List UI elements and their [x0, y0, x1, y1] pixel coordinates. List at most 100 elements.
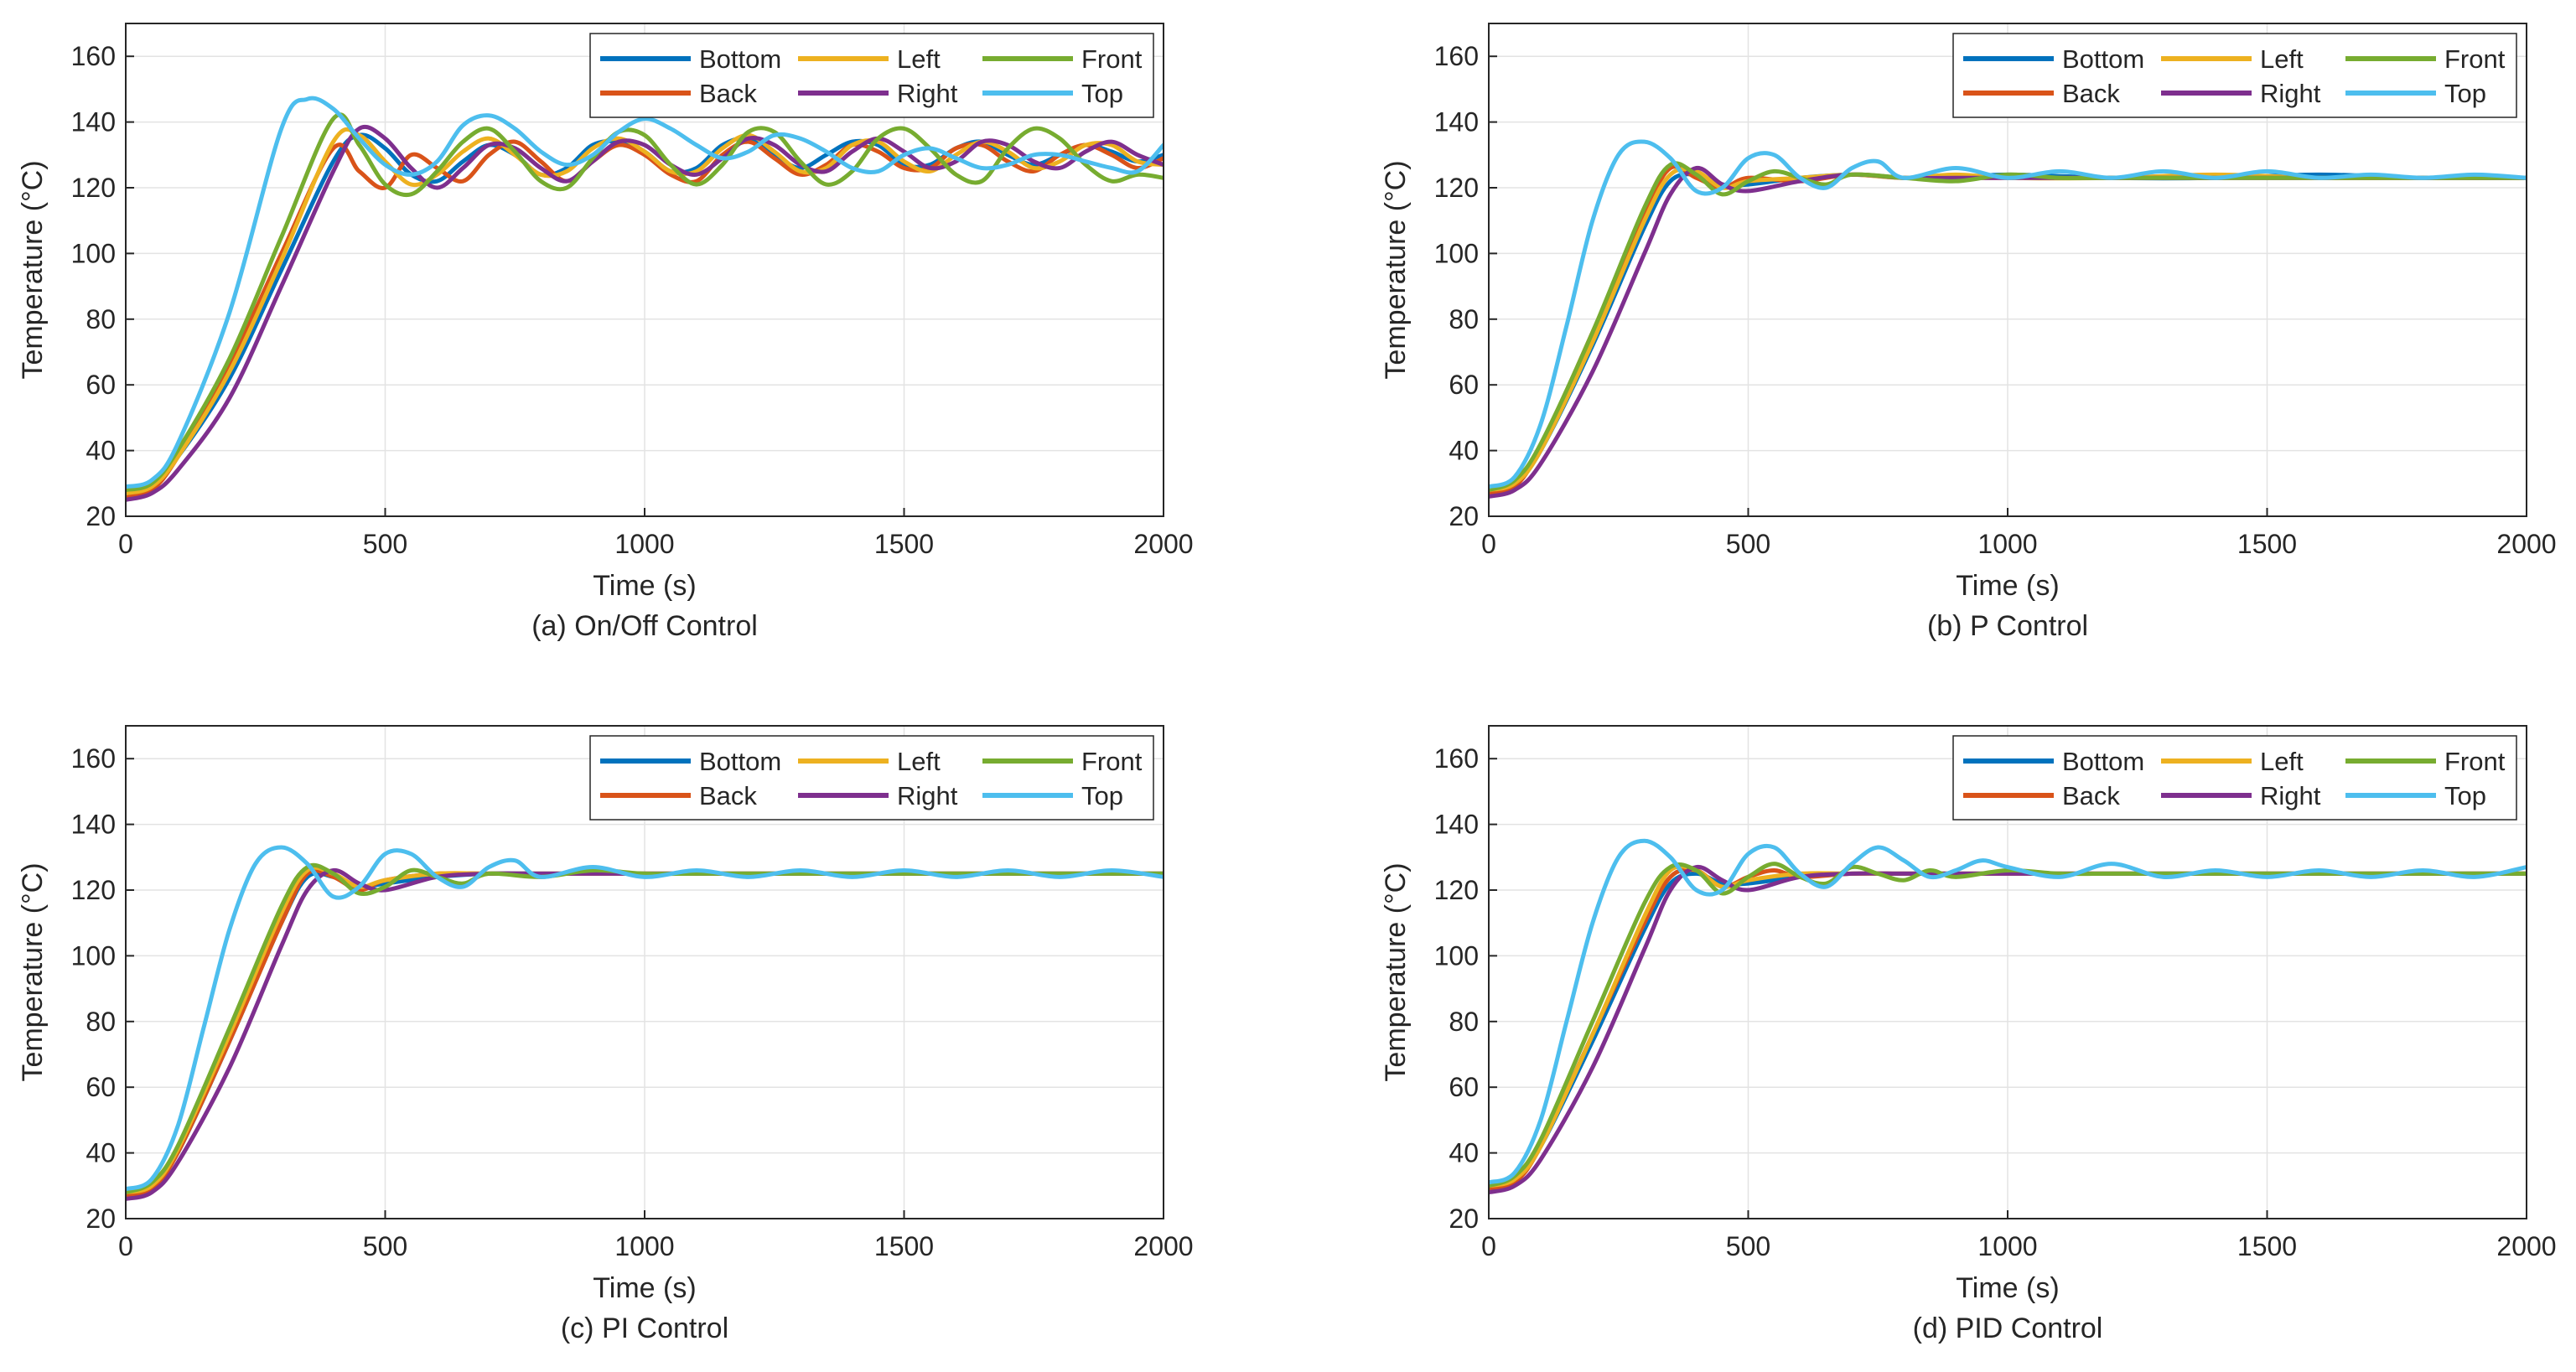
- legend-item-right: Right: [2161, 781, 2321, 810]
- legend-item-front: Front: [2345, 44, 2506, 74]
- y-tick-label: 60: [86, 370, 116, 400]
- legend-label: Right: [2260, 781, 2321, 810]
- y-tick-label: 160: [71, 41, 116, 71]
- legend: Bottom Left Front Back Right Top: [1952, 33, 2517, 118]
- legend-item-front: Front: [982, 44, 1143, 74]
- legend-item-back: Back: [1963, 79, 2120, 108]
- x-axis-label: Time (s): [1956, 570, 2059, 602]
- series-group: [1489, 838, 2527, 1195]
- y-tick-label: 120: [1434, 875, 1479, 905]
- y-tick-label: 140: [1434, 107, 1479, 137]
- legend-label: Back: [699, 79, 757, 108]
- y-tick-label: 120: [1434, 173, 1479, 203]
- y-tick-label: 40: [86, 1138, 116, 1168]
- x-tick-label: 0: [118, 529, 133, 559]
- y-tick-label: 160: [1434, 743, 1479, 774]
- legend-item-top: Top: [2345, 781, 2486, 810]
- panel-caption: (c) PI Control: [561, 1312, 728, 1344]
- legend-label: Top: [2444, 79, 2486, 108]
- legend-box: [589, 735, 1154, 821]
- legend-item-right: Right: [2161, 79, 2321, 108]
- legend-item-left: Left: [2161, 747, 2304, 776]
- legend-item-top: Top: [982, 781, 1123, 810]
- legend-label: Back: [2062, 781, 2120, 810]
- legend-item-top: Top: [982, 79, 1123, 108]
- x-tick-label: 0: [118, 1231, 133, 1261]
- chart-panel-4: 0 500 1000 1500 2000 20 40 60 80 100 120 140 160 Time…: [1380, 725, 2557, 1344]
- legend-label: Top: [1081, 79, 1123, 108]
- legend-label: Bottom: [2062, 747, 2144, 776]
- legend-label: Right: [2260, 79, 2321, 108]
- y-tick-label: 20: [86, 501, 116, 531]
- y-tick-label: 60: [86, 1072, 116, 1102]
- legend-label: Left: [2260, 44, 2304, 74]
- legend-item-bottom: Bottom: [1963, 44, 2144, 74]
- y-axis-label: Temperature (°C): [17, 862, 49, 1081]
- x-tick-label: 1000: [614, 1231, 674, 1261]
- chart-panel-2: 0 500 1000 1500 2000 20 40 60 80 100 120 140 160 Time…: [1380, 23, 2557, 642]
- x-tick-label: 500: [363, 529, 407, 559]
- y-axis-label: Temperature (°C): [1380, 862, 1412, 1081]
- panel-caption: (d) PID Control: [1913, 1312, 2103, 1344]
- legend-item-bottom: Bottom: [600, 747, 781, 776]
- legend-label: Left: [2260, 747, 2304, 776]
- series-line-left: [126, 127, 1164, 496]
- legend-label: Left: [897, 44, 941, 74]
- x-axis-label: Time (s): [1956, 1272, 2059, 1304]
- x-tick-label: 1500: [2237, 529, 2297, 559]
- legend-label: Back: [2062, 79, 2120, 108]
- legend-item-back: Back: [600, 79, 757, 108]
- legend-label: Bottom: [699, 747, 781, 776]
- y-tick-label: 80: [86, 304, 116, 334]
- y-tick-label: 40: [1449, 436, 1479, 466]
- legend-label: Back: [699, 781, 757, 810]
- y-tick-label: 160: [1434, 41, 1479, 71]
- y-tick-label: 140: [1434, 810, 1479, 840]
- x-tick-label: 1500: [874, 1231, 934, 1261]
- legend-item-front: Front: [2345, 747, 2506, 776]
- x-tick-label: 1000: [1977, 529, 2037, 559]
- legend: Bottom Left Front Back Right Top: [589, 33, 1154, 118]
- legend-label: Right: [897, 781, 958, 810]
- y-tick-label: 20: [1449, 1204, 1479, 1234]
- series-group: [126, 96, 1164, 502]
- legend-item-back: Back: [1963, 781, 2120, 810]
- chart-panel-3: 0 500 1000 1500 2000 20 40 60 80 100 120 140 160 Time…: [17, 725, 1194, 1344]
- x-tick-label: 500: [363, 1231, 407, 1261]
- panel-caption: (a) On/Off Control: [531, 610, 758, 642]
- legend-item-back: Back: [600, 781, 757, 810]
- legend-item-right: Right: [798, 781, 958, 810]
- y-tick-label: 60: [1449, 370, 1479, 400]
- legend-label: Right: [897, 79, 958, 108]
- legend-label: Front: [2444, 44, 2506, 74]
- y-tick-label: 20: [1449, 501, 1479, 531]
- series-line-top: [126, 845, 1164, 1192]
- x-axis-label: Time (s): [593, 570, 696, 602]
- x-tick-label: 2000: [1133, 529, 1193, 559]
- y-tick-label: 40: [86, 436, 116, 466]
- legend-box: [1952, 735, 2517, 821]
- y-tick-label: 40: [1449, 1138, 1479, 1168]
- y-tick-label: 100: [1434, 238, 1479, 268]
- legend-item-bottom: Bottom: [1963, 747, 2144, 776]
- x-tick-label: 1000: [1977, 1231, 2037, 1261]
- x-tick-label: 1500: [874, 529, 934, 559]
- x-tick-label: 500: [1726, 1231, 1770, 1261]
- x-tick-label: 2000: [2496, 1231, 2556, 1261]
- series-group: [126, 845, 1164, 1201]
- x-tick-label: 0: [1481, 1231, 1496, 1261]
- y-axis-label: Temperature (°C): [17, 160, 49, 379]
- x-tick-label: 2000: [2496, 529, 2556, 559]
- y-tick-label: 100: [71, 238, 116, 268]
- legend-label: Left: [897, 747, 941, 776]
- y-tick-label: 160: [71, 743, 116, 774]
- legend-label: Bottom: [699, 44, 781, 74]
- y-tick-label: 60: [1449, 1072, 1479, 1102]
- legend-item-left: Left: [2161, 44, 2304, 74]
- legend-label: Front: [1081, 747, 1143, 776]
- series-line-top: [1489, 139, 2527, 489]
- legend-label: Top: [2444, 781, 2486, 810]
- y-tick-label: 120: [71, 173, 116, 203]
- x-tick-label: 500: [1726, 529, 1770, 559]
